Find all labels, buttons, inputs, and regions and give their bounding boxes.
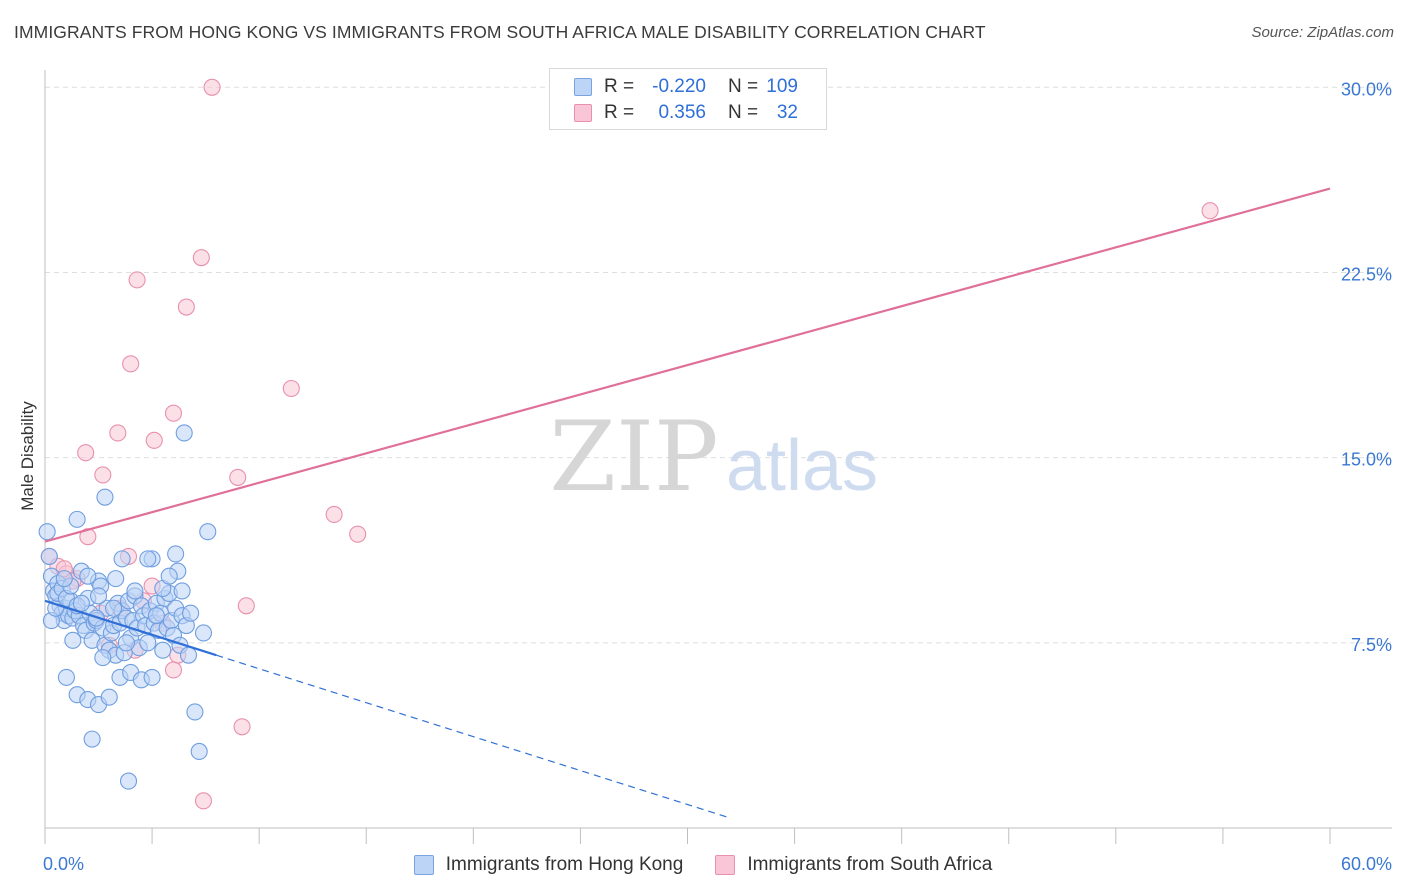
point-hong-kong [186,703,204,721]
trend-line-south-africa [44,187,1331,543]
point-hong-kong [68,510,86,528]
point-hong-kong [113,550,131,568]
stats-row-hong-kong: R = -0.220 N = 109 [574,75,798,99]
chart-title: IMMIGRANTS FROM HONG KONG VS IMMIGRANTS … [14,22,986,42]
y-tick-label: 7.5% [1351,635,1392,655]
n-value: 109 [766,76,798,97]
point-hong-kong [94,649,112,667]
point-hong-kong [147,607,165,625]
point-hong-kong [57,668,75,686]
n-label: N = [728,102,759,123]
trend-lines [44,187,1331,819]
source-label: Source: ZipAtlas.com [1251,24,1394,41]
point-hong-kong [117,634,135,652]
point-hong-kong [139,634,157,652]
point-hong-kong [100,688,118,706]
legend-item-hong-kong[interactable]: Immigrants from Hong Kong [413,854,684,876]
point-hong-kong [64,631,82,649]
r-label: R = [604,102,635,123]
point-hong-kong [38,523,56,541]
x-tick-label: 60.0% [1341,854,1392,874]
point-hong-kong [179,646,198,664]
point-hong-kong [83,730,101,748]
y-tick-label: 30.0% [1341,79,1392,99]
point-hong-kong [104,599,123,617]
point-south-africa [229,468,247,486]
point-hong-kong [55,570,73,588]
point-hong-kong [119,772,138,790]
point-south-africa [122,355,140,373]
point-hong-kong [194,624,213,642]
point-hong-kong [154,641,172,659]
point-south-africa [237,597,255,615]
point-south-africa [203,78,221,96]
point-hong-kong [173,582,191,600]
trend-line-hong-kong [44,599,217,657]
point-south-africa [194,792,213,810]
r-label: R = [604,76,635,97]
legend-item-south-africa[interactable]: Immigrants from South Africa [715,854,992,876]
point-hong-kong [107,570,125,588]
point-hong-kong [79,567,97,585]
point-hong-kong [89,587,108,605]
watermark-zip: ZIP [549,401,718,513]
y-tick-label: 22.5% [1341,264,1392,284]
point-south-africa [192,249,210,267]
tick-labels: 7.5% 15.0% 22.5% 30.0% 0.0% 60.0% [43,79,1392,874]
point-hong-kong [199,523,217,541]
point-south-africa [349,525,367,543]
n-value: 32 [776,102,798,123]
point-hong-kong [40,547,58,565]
watermark: ZIP atlas [549,401,878,513]
legend: Immigrants from Hong Kong Immigrants fro… [0,852,1406,878]
r-value: -0.220 [652,76,706,97]
legend-pink-swatch [715,855,736,875]
r-value: 0.356 [658,102,706,123]
x-tick-label: 0.0% [43,854,84,874]
point-south-africa [94,466,112,484]
n-label: N = [728,76,759,97]
point-hong-kong [126,582,144,600]
point-hong-kong [160,567,178,585]
point-south-africa [128,271,146,289]
blue-swatch [574,78,592,96]
legend-label-hong-kong: Immigrants from Hong Kong [445,854,684,875]
point-hong-kong [190,742,208,761]
point-south-africa [77,444,95,462]
point-hong-kong [182,604,200,622]
axes [44,70,1392,844]
point-south-africa [164,404,183,422]
point-south-africa [282,379,300,398]
watermark-atlas: atlas [726,426,878,506]
legend-label-south-africa: Immigrants from South Africa [747,854,993,875]
gridlines [45,86,1392,644]
point-south-africa [177,298,195,316]
point-south-africa [325,505,343,523]
point-hong-kong [72,594,90,612]
stats-box: R = -0.220 N = 109 R = 0.356 N = 32 [549,68,827,130]
series-hong-kong [38,424,217,790]
point-hong-kong [143,668,161,686]
trend-extension-hong-kong [216,654,731,819]
point-hong-kong [167,545,185,563]
stats-row-south-africa: R = 0.356 N = 32 [574,101,798,125]
point-south-africa [1201,202,1219,220]
y-tick-label: 15.0% [1341,450,1392,470]
point-hong-kong [139,550,157,568]
point-south-africa [164,661,183,679]
legend-blue-swatch [413,855,434,875]
point-south-africa [233,718,251,736]
point-hong-kong [175,424,193,442]
pink-swatch [574,104,592,122]
point-hong-kong [96,488,114,506]
point-south-africa [145,431,163,449]
point-south-africa [79,528,97,546]
point-south-africa [109,424,127,442]
